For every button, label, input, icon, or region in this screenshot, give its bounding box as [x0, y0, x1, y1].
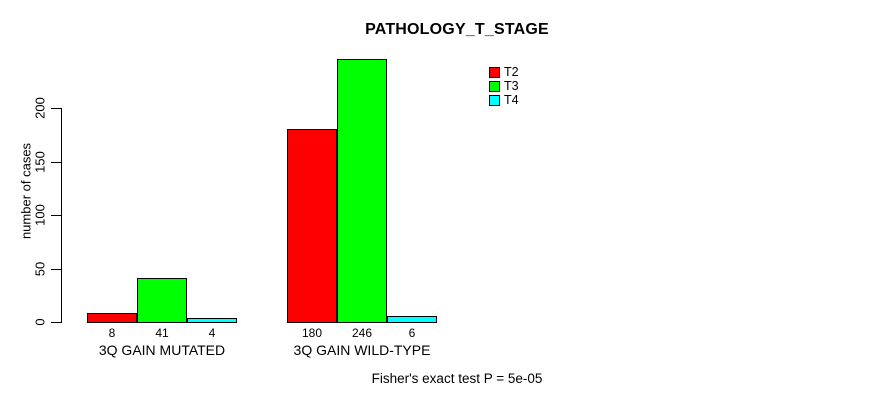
- y-axis-label: number of cases: [18, 142, 34, 240]
- y-tick-label: 150: [32, 151, 48, 173]
- legend-item-t2: T2: [489, 65, 519, 79]
- y-tick-label: 50: [32, 261, 48, 277]
- bar-t2-3q-gain-mutated: [87, 313, 137, 323]
- chart-title: PATHOLOGY_T_STAGE: [365, 21, 549, 38]
- y-tick: [51, 162, 61, 163]
- legend-label-t2: T2: [504, 65, 519, 79]
- legend-label-t4: T4: [504, 93, 519, 107]
- bar-t4-3q-gain-wild-type: [387, 316, 437, 323]
- y-tick: [51, 215, 61, 216]
- legend: T2 T3 T4: [489, 65, 519, 107]
- legend-label-t3: T3: [504, 79, 519, 93]
- bar-t2-3q-gain-wild-type: [287, 129, 337, 323]
- annotation-text: Fisher's exact test P = 5e-05: [371, 371, 543, 386]
- legend-swatch-t3: [489, 80, 500, 92]
- bar-t3-3q-gain-wild-type: [337, 59, 387, 323]
- y-tick: [51, 322, 61, 323]
- y-tick-label: 0: [32, 318, 48, 326]
- category-label-3q-gain-wild-type: 3Q GAIN WILD-TYPE: [293, 342, 431, 358]
- legend-item-t4: T4: [489, 93, 519, 107]
- category-label-3q-gain-mutated: 3Q GAIN MUTATED: [98, 342, 226, 358]
- bar-value-label-t3-3q-gain-wild-type: 246: [351, 326, 373, 340]
- y-tick-label: 200: [32, 97, 48, 119]
- bar-value-label-t2-3q-gain-wild-type: 180: [301, 326, 323, 340]
- y-tick: [51, 108, 61, 109]
- y-tick-label: 100: [32, 204, 48, 226]
- bar-t3-3q-gain-mutated: [137, 278, 187, 323]
- legend-swatch-t2: [489, 66, 500, 78]
- bar-t4-3q-gain-mutated: [187, 318, 237, 323]
- y-tick: [51, 269, 61, 270]
- legend-swatch-t4: [489, 94, 500, 106]
- legend-item-t3: T3: [489, 79, 519, 93]
- y-axis-line: [61, 108, 62, 323]
- bar-value-label-t4-3q-gain-wild-type: 6: [408, 326, 416, 340]
- bar-value-label-t4-3q-gain-mutated: 4: [208, 326, 216, 340]
- bar-value-label-t3-3q-gain-mutated: 41: [155, 326, 169, 340]
- bar-value-label-t2-3q-gain-mutated: 8: [108, 326, 116, 340]
